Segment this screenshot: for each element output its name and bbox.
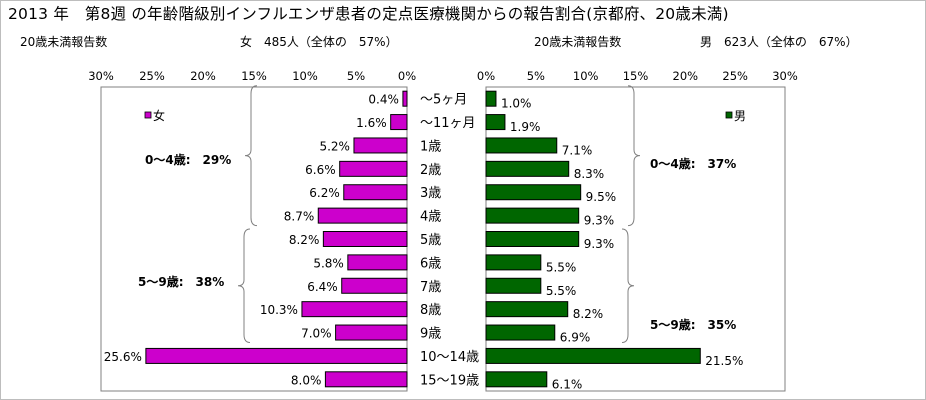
category-label: 15～19歳 <box>420 373 479 388</box>
category-label: 5歳 <box>420 233 441 248</box>
female-tick-label: 25% <box>139 69 165 83</box>
female-value-label: 7.0% <box>301 327 332 341</box>
female-bar <box>317 207 408 224</box>
male-tick-label: 10% <box>573 69 599 83</box>
male-tick-label: 15% <box>623 69 649 83</box>
female-bar <box>347 254 408 271</box>
male-tick-label: 20% <box>673 69 699 83</box>
category-label: 10～14歳 <box>420 350 479 365</box>
male-bar <box>485 371 548 388</box>
male-legend-label: 男 <box>734 109 746 123</box>
male-value-label: 9.5% <box>586 190 617 204</box>
female-legend-swatch <box>144 111 152 119</box>
female-bar <box>353 137 408 154</box>
female-bar <box>322 231 408 247</box>
male-value-label: 9.3% <box>584 214 615 228</box>
male-bar <box>485 207 580 224</box>
male-legend-swatch <box>725 111 733 119</box>
male-value-label: 8.2% <box>573 307 604 321</box>
female-value-label: 6.2% <box>309 186 340 200</box>
male-value-label: 1.9% <box>510 120 540 134</box>
male-tick-label: 0% <box>477 69 495 83</box>
male-bar <box>485 231 580 247</box>
female-value-label: 6.4% <box>307 280 338 294</box>
male-count-summary: 男 623人（全体の 67%） <box>700 35 858 49</box>
category-label: ～11ヶ月 <box>420 116 476 131</box>
female-tick-label: 30% <box>88 69 114 83</box>
female-count-summary: 女 485人（全体の 57%） <box>240 35 398 49</box>
male-bar <box>485 324 556 341</box>
female-bar <box>301 301 408 318</box>
female-bar <box>145 347 408 364</box>
male-bar <box>485 277 542 294</box>
male-value-label: 9.3% <box>584 237 615 251</box>
female-tick-label: 5% <box>347 69 365 83</box>
male-annotation-0-4: 0～4歳: 37% <box>650 156 736 171</box>
female-bar <box>343 184 408 201</box>
category-label: 6歳 <box>420 256 441 271</box>
female-tick-label: 15% <box>241 69 267 83</box>
female-brace-5-9 <box>237 228 251 344</box>
female-value-label: 6.6% <box>305 163 336 177</box>
male-brace-0-4 <box>627 85 641 227</box>
male-value-label: 8.3% <box>574 167 605 181</box>
chart-title: 2013 年 第8週 の年齢階級別インフルエンザ患者の定点医療機関からの報告割合… <box>8 5 729 23</box>
female-bar <box>335 324 408 341</box>
female-tick-label: 20% <box>190 69 216 83</box>
female-bar <box>339 160 408 177</box>
female-bar <box>402 90 408 107</box>
category-label: 3歳 <box>420 186 441 201</box>
female-annotation-0-4: 0～4歳: 29% <box>145 152 231 167</box>
male-bar <box>485 184 582 201</box>
female-brace-0-4 <box>244 85 258 227</box>
female-value-label: 0.4% <box>368 93 399 107</box>
female-bar <box>390 114 408 131</box>
male-bar <box>485 347 701 364</box>
category-label: 1歳 <box>420 139 441 154</box>
category-label: 7歳 <box>420 280 441 295</box>
female-value-label: 8.2% <box>289 233 320 247</box>
male-bar <box>485 90 497 107</box>
female-tick-label: 10% <box>292 69 318 83</box>
category-label: 8歳 <box>420 303 441 318</box>
male-value-label: 1.0% <box>501 97 532 111</box>
female-value-label: 10.3% <box>260 303 298 317</box>
male-value-label: 5.5% <box>546 260 577 274</box>
female-value-label: 5.8% <box>313 256 344 270</box>
female-value-label: 8.7% <box>284 210 315 224</box>
male-bar <box>485 114 506 131</box>
female-value-label: 8.0% <box>291 373 322 387</box>
male-count-label: 20歳未満報告数 <box>534 35 622 49</box>
male-bar <box>485 160 570 177</box>
male-value-label: 7.1% <box>562 143 593 157</box>
male-brace-5-9 <box>621 228 635 344</box>
female-tick-label: 0% <box>398 69 416 83</box>
category-label: 9歳 <box>420 327 441 342</box>
category-label: 2歳 <box>420 163 441 178</box>
male-value-label: 6.9% <box>560 331 591 345</box>
male-bar <box>485 137 558 154</box>
female-value-label: 5.2% <box>319 139 350 153</box>
female-bar <box>341 277 408 294</box>
male-bar <box>485 301 569 318</box>
category-label: ～5ヶ月 <box>420 93 467 108</box>
male-bar <box>485 254 542 271</box>
category-label: 4歳 <box>420 210 441 225</box>
male-tick-label: 30% <box>772 69 798 83</box>
female-annotation-5-9: 5～9歳: 38% <box>138 274 224 289</box>
female-bar <box>324 371 408 388</box>
male-annotation-5-9: 5～9歳: 35% <box>650 317 736 332</box>
male-value-label: 21.5% <box>705 354 743 368</box>
male-value-label: 5.5% <box>546 284 577 298</box>
female-count-label: 20歳未満報告数 <box>20 35 108 49</box>
male-tick-label: 5% <box>527 69 545 83</box>
male-tick-label: 25% <box>722 69 748 83</box>
female-value-label: 25.6% <box>104 350 142 364</box>
male-value-label: 6.1% <box>552 377 583 391</box>
female-legend-label: 女 <box>153 108 165 123</box>
female-value-label: 1.6% <box>356 116 387 130</box>
